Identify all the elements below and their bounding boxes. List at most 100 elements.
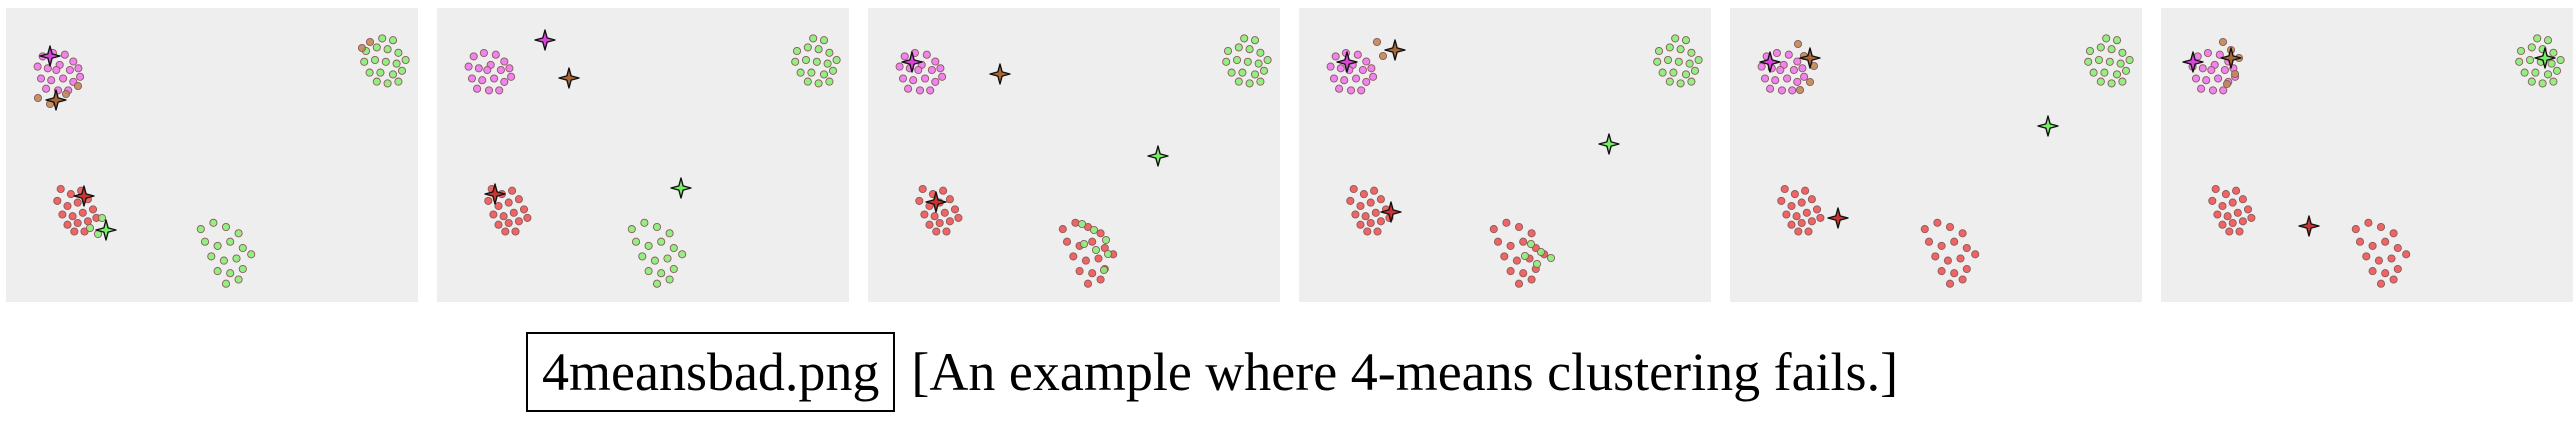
data-point [1920, 225, 1929, 234]
data-point [1378, 51, 1388, 61]
data-point [464, 62, 473, 71]
data-point [1245, 45, 1254, 54]
data-point [247, 250, 256, 259]
data-point [1793, 57, 1802, 66]
data-point [1234, 43, 1243, 52]
data-point [1793, 39, 1803, 49]
data-point [1514, 279, 1524, 288]
data-point [1783, 74, 1792, 83]
data-point [1371, 208, 1380, 217]
data-point [2107, 45, 2116, 54]
data-point [478, 76, 487, 85]
data-point [500, 57, 509, 66]
cluster-center-marker [2220, 47, 2242, 69]
data-point [2368, 267, 2377, 276]
data-point [2219, 86, 2228, 95]
data-point [2197, 84, 2206, 93]
data-point [825, 77, 834, 86]
data-point [484, 86, 494, 95]
data-point [650, 256, 659, 265]
data-point [504, 198, 513, 207]
data-point [2355, 237, 2365, 246]
data-point [1795, 85, 1805, 95]
data-point [832, 55, 841, 65]
data-point [2543, 70, 2553, 79]
cluster-center-marker [1336, 51, 1358, 73]
data-point [1238, 68, 1247, 77]
data-point [2232, 186, 2241, 195]
data-point [495, 86, 504, 95]
data-point [1240, 34, 1249, 43]
data-point [2531, 68, 2540, 77]
data-point [1532, 259, 1542, 269]
data-point [372, 43, 381, 52]
cluster-center-marker [95, 219, 117, 241]
data-point [1950, 269, 1959, 278]
data-point [2218, 201, 2227, 211]
data-point [922, 50, 931, 59]
data-point [74, 64, 83, 73]
data-point [938, 72, 947, 81]
data-point [496, 65, 505, 75]
data-point [1776, 65, 1785, 75]
data-point [1800, 72, 1809, 81]
data-point [2221, 190, 2230, 199]
data-point [2247, 213, 2256, 222]
data-point [2552, 66, 2562, 75]
scatter-plot-2 [437, 8, 849, 302]
data-point [1665, 43, 1674, 52]
data-point [85, 223, 95, 233]
data-point [1250, 36, 1260, 45]
data-point [388, 36, 398, 45]
data-point [2096, 77, 2105, 86]
data-point [1089, 225, 1099, 235]
data-point [2549, 77, 2558, 86]
data-point [921, 74, 930, 83]
data-point [936, 64, 945, 73]
data-point [940, 208, 949, 217]
data-point [895, 62, 904, 71]
data-point [1096, 229, 1105, 238]
data-point [1654, 46, 1664, 56]
data-point [1519, 237, 1528, 246]
data-point [939, 186, 948, 195]
data-point [1681, 70, 1691, 79]
data-point [803, 77, 812, 86]
data-point [1669, 68, 1678, 77]
data-point [1358, 65, 1367, 75]
data-point [792, 46, 802, 56]
data-point [33, 93, 43, 103]
data-point [1222, 57, 1231, 66]
data-point [226, 269, 235, 278]
data-point [2243, 205, 2253, 214]
data-point [1676, 45, 1685, 54]
data-point [1356, 220, 1365, 229]
data-point [1777, 86, 1787, 95]
data-point [2527, 43, 2536, 52]
data-point [490, 74, 499, 83]
data-point [213, 267, 222, 276]
data-point [2381, 269, 2390, 278]
data-point [1787, 201, 1796, 211]
data-point [59, 74, 68, 83]
data-point [394, 77, 403, 86]
data-point [394, 48, 403, 57]
data-point [2549, 48, 2558, 57]
data-point [1361, 212, 1370, 221]
data-point [523, 213, 532, 222]
data-point [221, 222, 231, 232]
data-point [1223, 46, 1233, 56]
data-point [2202, 76, 2211, 85]
data-point [1243, 57, 1252, 66]
cluster-center-marker [989, 63, 1011, 85]
data-point [501, 227, 510, 236]
data-point [78, 208, 87, 217]
iteration-panel-6 [2161, 8, 2573, 302]
data-point [76, 72, 85, 81]
data-point [2089, 68, 2098, 77]
data-point [61, 89, 71, 99]
data-point [657, 237, 666, 246]
data-point [1780, 184, 1789, 194]
data-point [1489, 225, 1498, 234]
data-point [357, 43, 367, 53]
